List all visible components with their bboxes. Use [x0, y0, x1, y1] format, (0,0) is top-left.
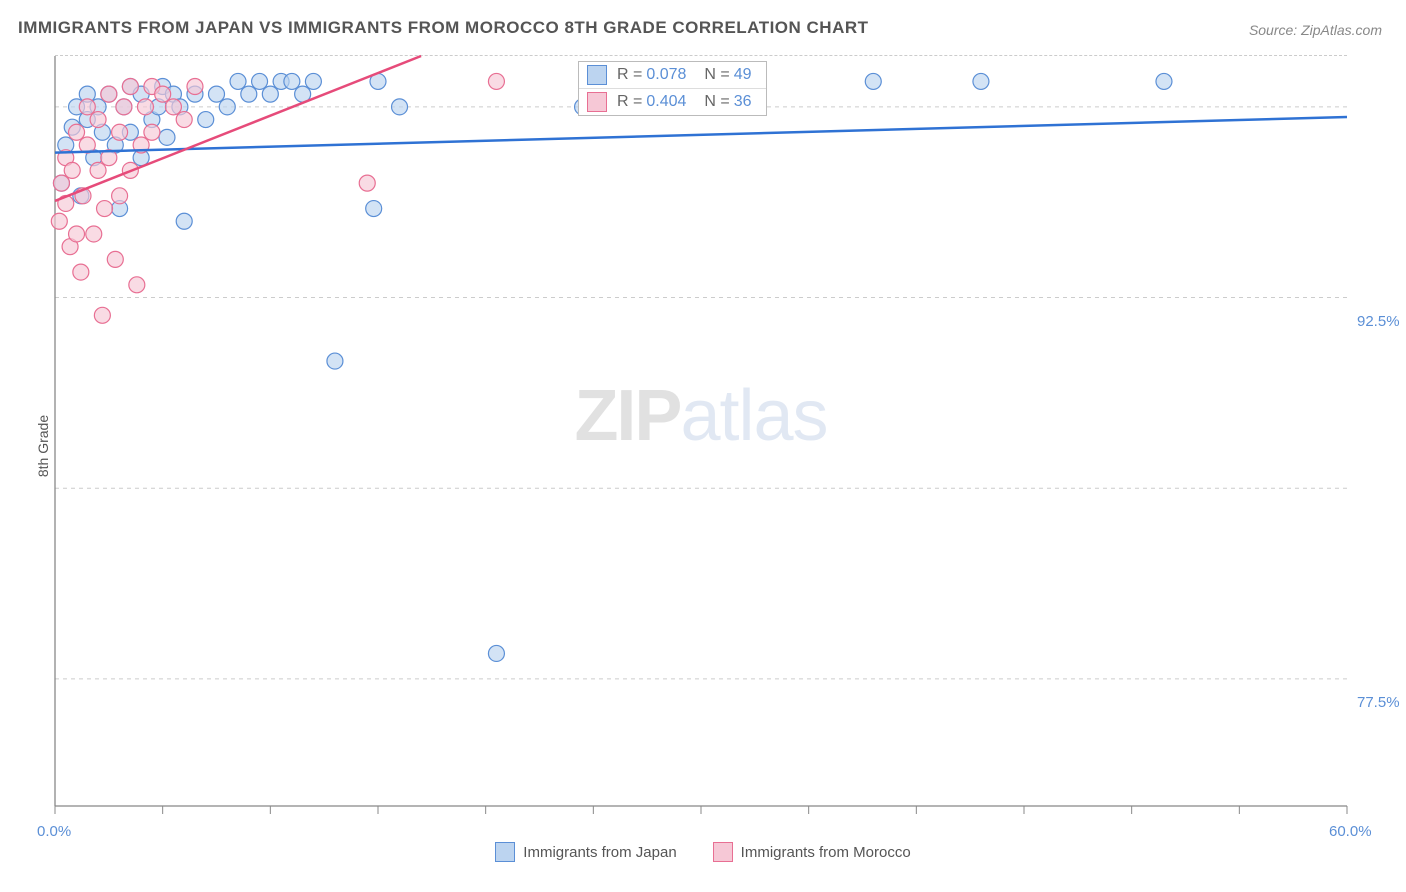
data-point	[122, 79, 138, 95]
data-point	[219, 99, 235, 115]
data-point	[73, 264, 89, 280]
data-point	[865, 73, 881, 89]
correlation-info-box: R = 0.078 N = 49 R = 0.404 N = 36	[578, 61, 767, 116]
trend-line	[55, 117, 1347, 153]
data-point	[129, 277, 145, 293]
data-point	[97, 201, 113, 217]
data-point	[176, 112, 192, 128]
r-value: 0.078	[646, 66, 686, 84]
data-point	[159, 129, 175, 145]
data-point	[155, 86, 171, 102]
plot-area: ZIPatlas R = 0.078N = 49R = 0.404N = 36 …	[55, 55, 1347, 806]
data-point	[69, 124, 85, 140]
data-point	[69, 226, 85, 242]
y-axis-label: 8th Grade	[35, 415, 51, 477]
data-point	[1156, 73, 1172, 89]
data-point	[137, 99, 153, 115]
n-value: 36	[734, 93, 752, 111]
data-point	[116, 99, 132, 115]
legend-label: Immigrants from Japan	[523, 844, 676, 861]
data-point	[64, 162, 80, 178]
data-point	[262, 86, 278, 102]
y-tick-label: 92.5%	[1357, 313, 1400, 330]
legend-swatch	[713, 842, 733, 862]
info-box-row: R = 0.404 N = 36	[579, 88, 766, 115]
data-point	[187, 79, 203, 95]
data-point	[327, 353, 343, 369]
data-point	[366, 201, 382, 217]
r-label: R =	[617, 93, 642, 111]
bottom-legend: Immigrants from Japan Immigrants from Mor…	[0, 842, 1406, 866]
data-point	[392, 99, 408, 115]
n-label: N =	[704, 93, 729, 111]
y-tick-label: 77.5%	[1357, 694, 1400, 711]
x-tick-label: 0.0%	[37, 823, 71, 840]
r-label: R =	[617, 66, 642, 84]
x-tick-label: 60.0%	[1329, 823, 1372, 840]
data-point	[112, 124, 128, 140]
data-point	[51, 213, 67, 229]
data-point	[101, 86, 117, 102]
legend-item: Immigrants from Japan	[495, 842, 676, 862]
legend-label: Immigrants from Morocco	[741, 844, 911, 861]
data-point	[79, 99, 95, 115]
info-box-row: R = 0.078 N = 49	[579, 62, 766, 88]
data-point	[241, 86, 257, 102]
data-point	[973, 73, 989, 89]
data-point	[230, 73, 246, 89]
data-point	[176, 213, 192, 229]
data-point	[488, 645, 504, 661]
data-point	[90, 112, 106, 128]
source-attribution: Source: ZipAtlas.com	[1249, 22, 1382, 38]
data-point	[107, 251, 123, 267]
data-point	[359, 175, 375, 191]
data-point	[252, 73, 268, 89]
series-swatch	[587, 92, 607, 112]
n-value: 49	[734, 66, 752, 84]
chart-container: IMMIGRANTS FROM JAPAN VS IMMIGRANTS FROM…	[0, 0, 1406, 892]
data-point	[198, 112, 214, 128]
legend-item: Immigrants from Morocco	[713, 842, 911, 862]
data-point	[209, 86, 225, 102]
data-point	[86, 226, 102, 242]
n-label: N =	[704, 66, 729, 84]
plot-svg	[55, 56, 1347, 806]
data-point	[305, 73, 321, 89]
chart-title: IMMIGRANTS FROM JAPAN VS IMMIGRANTS FROM…	[18, 18, 869, 38]
data-point	[284, 73, 300, 89]
data-point	[165, 99, 181, 115]
data-point	[90, 162, 106, 178]
data-point	[112, 188, 128, 204]
data-point	[53, 175, 69, 191]
data-point	[94, 307, 110, 323]
series-swatch	[587, 65, 607, 85]
data-point	[144, 124, 160, 140]
data-point	[488, 73, 504, 89]
legend-swatch	[495, 842, 515, 862]
r-value: 0.404	[646, 93, 686, 111]
